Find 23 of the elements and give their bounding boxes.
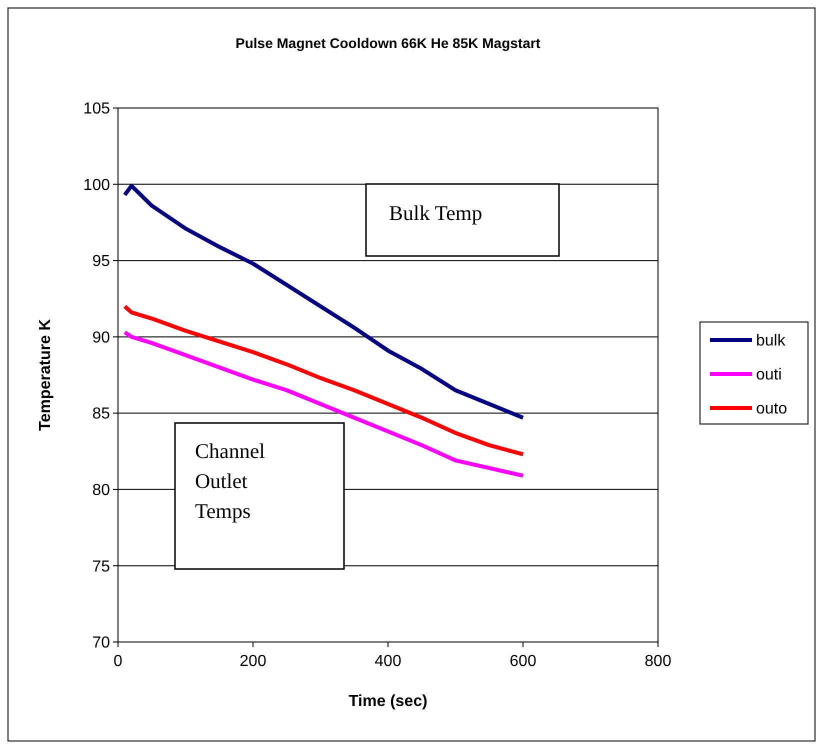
legend-label: outo (756, 400, 788, 418)
x-tick-label: 800 (644, 653, 672, 670)
x-axis-title: Time (sec) (348, 693, 428, 710)
y-axis-title: Temperature K (37, 318, 54, 431)
y-tick-label: 105 (83, 100, 110, 118)
y-tick-label: 85 (92, 406, 110, 423)
y-tick-label: 75 (92, 558, 110, 576)
y-tick-label: 70 (92, 634, 110, 652)
annotation: Bulk Temp (389, 201, 482, 225)
y-tick-label: 80 (92, 482, 110, 500)
line-series (122, 304, 525, 456)
y-tick-label: 100 (83, 176, 110, 194)
x-tick-label: 200 (240, 653, 266, 670)
y-tick-label: 90 (92, 329, 110, 346)
legend-label: bulk (756, 332, 786, 350)
x-tick-label: 600 (510, 653, 536, 670)
chart-title: Pulse Magnet Cooldown 66K He 85K Magstart (236, 35, 541, 51)
x-tick-label: 400 (374, 653, 402, 670)
annotation: Channel Outlet Temps (195, 439, 266, 523)
y-tick-label: 95 (92, 253, 110, 270)
legend-label: outi (756, 366, 782, 384)
x-tick-label: 0 (114, 653, 123, 670)
line-series (122, 184, 525, 420)
